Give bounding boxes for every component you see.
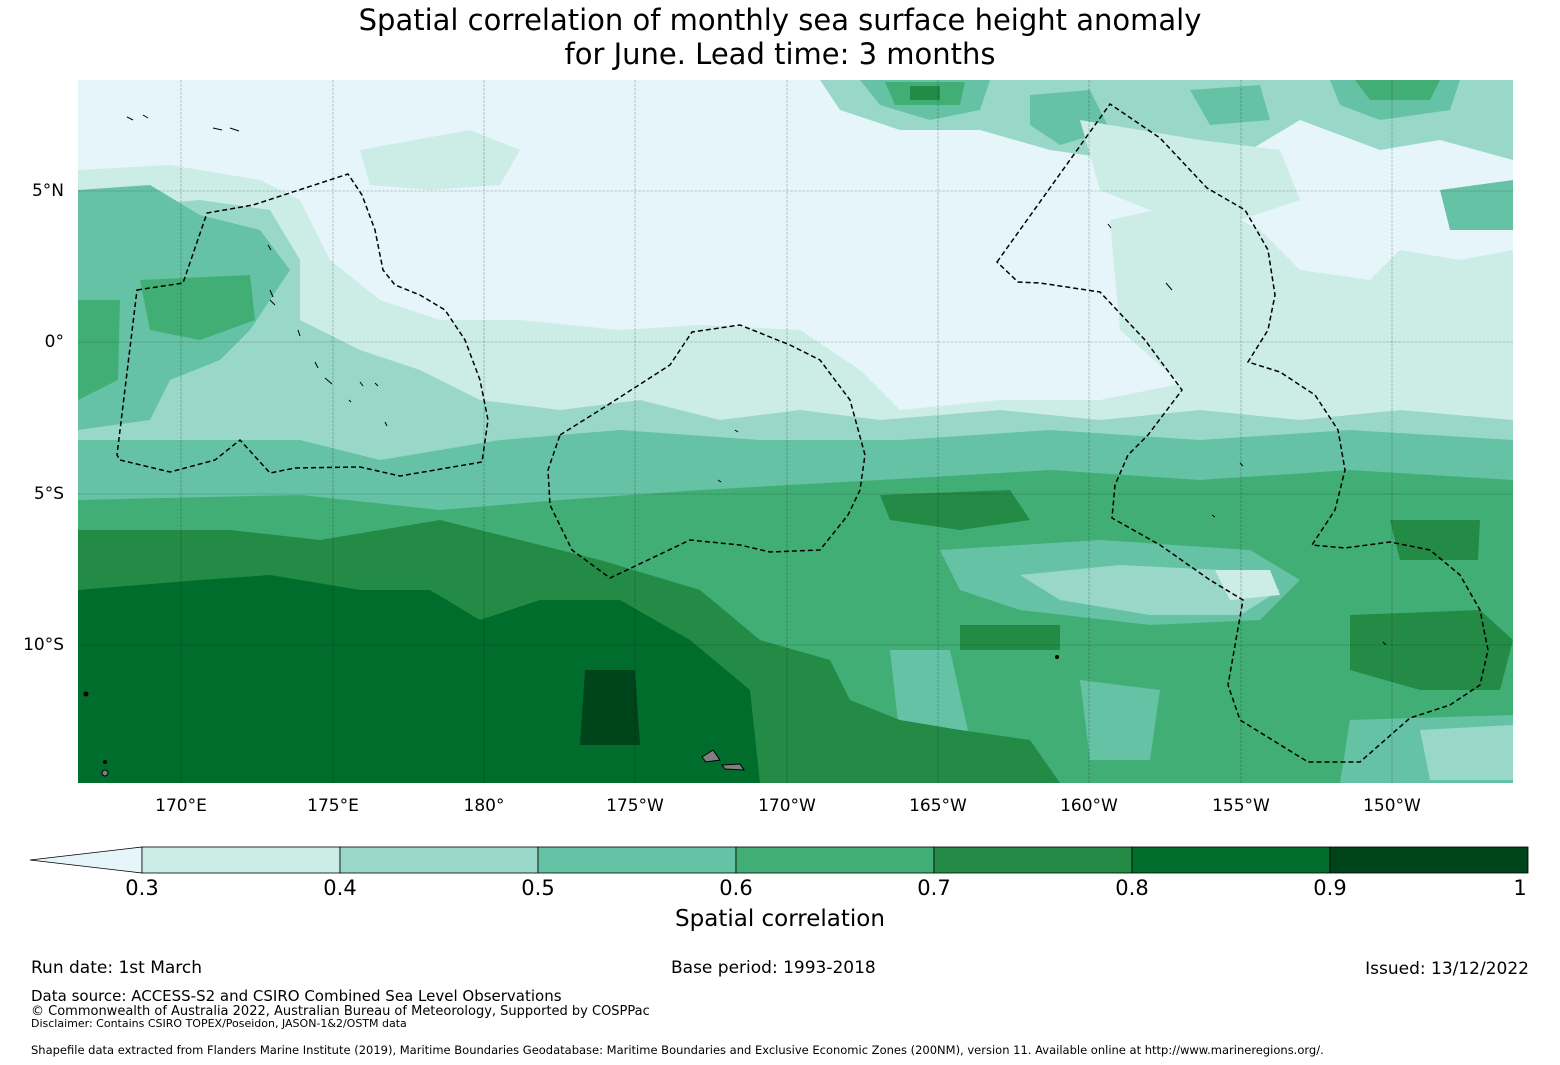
colorbar-tick-0.8: 0.8 [1115, 876, 1149, 900]
copyright: © Commonwealth of Australia 2022, Austra… [31, 1004, 650, 1019]
lat-label-5n: 5°N [31, 181, 64, 201]
lat-label-0: 0° [44, 332, 64, 352]
colorbar-seg-0.3 [141, 846, 341, 874]
eez-boundaries [116, 102, 1489, 763]
lon-label-165w: 165°W [909, 796, 967, 816]
base-period: Base period: 1993-2018 [671, 958, 876, 978]
lon-label-175e: 175°E [307, 796, 359, 816]
eez-boundary-tuvalu-kiribati-west [116, 173, 489, 477]
colorbar-tick-0.9: 0.9 [1313, 876, 1347, 900]
colorbar-seg-0.4 [339, 846, 539, 874]
data-source: Data source: ACCESS-S2 and CSIRO Combine… [31, 987, 562, 1005]
band-north-darkest [910, 86, 940, 100]
band-mid-04 [78, 200, 1513, 470]
colorbar-tick-0.5: 0.5 [521, 876, 555, 900]
band-north-core [885, 80, 1440, 105]
lat-label-5s: 5°S [33, 484, 64, 504]
island-samoa [701, 749, 721, 763]
islands [83, 114, 1387, 777]
lon-label-170e: 170°E [155, 796, 207, 816]
island-samoa-2 [721, 763, 745, 771]
colorbar-seg-0.7 [933, 846, 1133, 874]
lon-label-150w: 150°W [1363, 796, 1421, 816]
colorbar-seg-0.9 [1329, 846, 1529, 874]
lon-label-170w: 170°W [758, 796, 816, 816]
colorbar-seg-0.5 [537, 846, 737, 874]
chart-title-line-2: for June. Lead time: 3 months [564, 37, 996, 71]
band-south-03-patch [1215, 570, 1280, 600]
colorbar-label: Spatial correlation [675, 906, 885, 932]
band-north-03 [360, 130, 1513, 400]
band-west-06 [78, 275, 255, 400]
colorbar-tick-0.3: 0.3 [125, 876, 159, 900]
gridlines [78, 80, 1513, 783]
lon-label-160w: 160°W [1060, 796, 1118, 816]
colorbar-seg-0.6 [735, 846, 935, 874]
colorbar-seg-0.8 [1131, 846, 1331, 874]
eez-boundary-phoenix-cookislands [996, 102, 1489, 763]
colorbar-extend-low [29, 846, 143, 874]
band-south-09 [580, 670, 640, 745]
disclaimer: Disclaimer: Contains CSIRO TOPEX/Poseido… [31, 1017, 407, 1030]
shapefile-credit: Shapefile data extracted from Flanders M… [31, 1043, 1324, 1057]
eez-boundary-tokelau [547, 324, 866, 579]
lat-label-10s: 10°S [23, 635, 64, 655]
band-south-05-patch [890, 540, 1513, 783]
colorbar-tick-1: 1 [1513, 876, 1527, 900]
chart-title-line-1: Spatial correlation of monthly sea surfa… [358, 3, 1202, 37]
lon-label-175w: 175°W [606, 796, 664, 816]
colorbar [29, 846, 1529, 874]
lon-label-180: 180° [463, 796, 505, 816]
colorbar-tick-0.6: 0.6 [719, 876, 753, 900]
island-pukapuka [1055, 655, 1059, 659]
run-date: Run date: 1st March [31, 958, 203, 978]
correlation-field [78, 80, 1513, 783]
colorbar-tick-0.7: 0.7 [917, 876, 951, 900]
lon-label-155w: 155°W [1212, 796, 1270, 816]
colorbar-tick-0.4: 0.4 [323, 876, 357, 900]
band-south-04-patch [1020, 565, 1513, 780]
issued-date: Issued: 13/12/2022 [1365, 959, 1529, 979]
